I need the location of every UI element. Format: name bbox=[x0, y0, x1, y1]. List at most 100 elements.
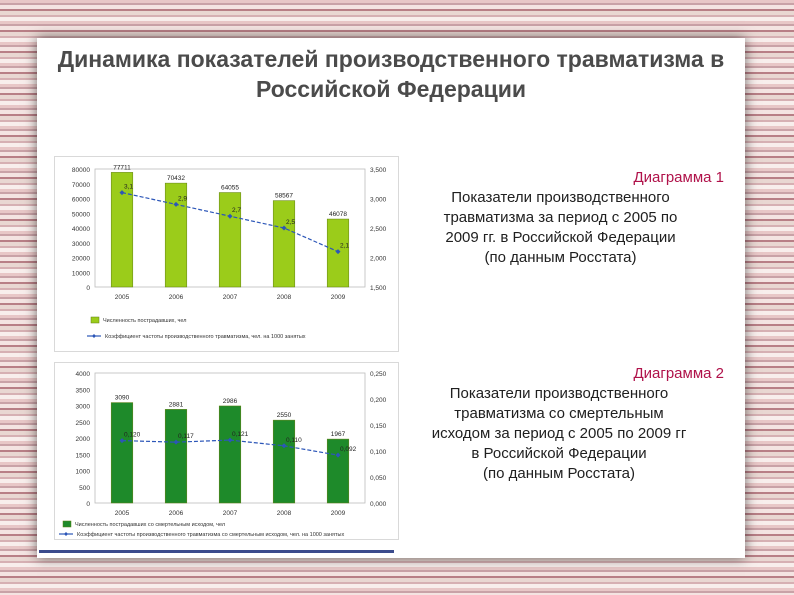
bar bbox=[326, 438, 350, 504]
line-data-label: 2,9 bbox=[178, 195, 187, 202]
line-point bbox=[173, 201, 179, 207]
legend-marker bbox=[64, 532, 68, 536]
caption-chart-2: Диаграмма 2 Показатели производственного… bbox=[394, 364, 724, 484]
caption-line: 2009 гг. в Российской Федерации bbox=[445, 229, 676, 246]
bar bbox=[218, 192, 242, 288]
line-point bbox=[119, 190, 125, 196]
y-tick-label: 70000 bbox=[72, 182, 90, 189]
line-data-label: 2,1 bbox=[340, 243, 349, 250]
bar bbox=[164, 182, 188, 288]
y-tick-label: 2500 bbox=[76, 420, 91, 427]
y2-tick-label: 0,000 bbox=[370, 501, 387, 508]
caption-line: (по данным Росстата) bbox=[483, 465, 635, 482]
line-point bbox=[119, 438, 125, 444]
line-point bbox=[227, 437, 233, 443]
line-point bbox=[335, 249, 341, 255]
x-tick-label: 2009 bbox=[331, 510, 346, 517]
bar-data-label: 3090 bbox=[115, 395, 130, 402]
y2-tick-label: 0,100 bbox=[370, 449, 387, 456]
bar-data-label: 2986 bbox=[223, 398, 238, 405]
bar bbox=[164, 409, 188, 504]
y2-tick-label: 3,000 bbox=[370, 197, 387, 204]
page-title: Динамика показателей производственного т… bbox=[57, 46, 725, 102]
slide: Динамика показателей производственного т… bbox=[37, 38, 745, 558]
chart-injuries-svg: 80000 70000 60000 50000 40000 30000 20000 10000… bbox=[72, 164, 387, 340]
x-tick-label: 2005 bbox=[115, 510, 130, 517]
bar bbox=[110, 172, 134, 288]
y-tick-label: 1500 bbox=[76, 452, 91, 459]
line-data-label: 0,092 bbox=[340, 446, 357, 453]
line-point bbox=[227, 213, 233, 219]
caption-line: Показатели производственного bbox=[449, 385, 669, 402]
y-tick-label: 30000 bbox=[72, 241, 90, 248]
y-tick-label: 80000 bbox=[72, 167, 90, 174]
legend-swatch-bars bbox=[90, 316, 100, 324]
y-tick-label: 500 bbox=[79, 485, 90, 492]
y2-tick-label: 0,150 bbox=[370, 423, 387, 430]
line-point bbox=[281, 225, 287, 231]
x-tick-label: 2005 bbox=[115, 294, 130, 301]
y2-tick-label: 3,500 bbox=[370, 167, 387, 174]
y2-tick-label: 2,000 bbox=[370, 256, 387, 263]
caption-heading: Диаграмма 1 bbox=[633, 169, 724, 186]
x-tick-label: 2006 bbox=[169, 294, 184, 301]
y-tick-label: 60000 bbox=[72, 197, 90, 204]
caption-line: травматизма за период с 2005 по bbox=[443, 209, 678, 226]
y2-tick-label: 2,500 bbox=[370, 226, 387, 233]
caption-line: в Российской Федерации bbox=[471, 445, 647, 462]
divider bbox=[39, 550, 394, 553]
legend-label: Численность пострадавших со смертельным … bbox=[75, 522, 225, 528]
bar-data-label: 46078 bbox=[329, 211, 347, 218]
legend-marker bbox=[92, 334, 96, 338]
bar-data-label: 1967 bbox=[331, 431, 346, 438]
x-tick-label: 2006 bbox=[169, 510, 184, 517]
legend-swatch-bars bbox=[62, 520, 72, 528]
legend-label: Численность пострадавших, чел bbox=[103, 318, 186, 324]
bar-data-label: 70432 bbox=[167, 175, 185, 182]
y-tick-label: 0 bbox=[86, 501, 90, 508]
line-point bbox=[335, 452, 341, 458]
legend-label: Коэффициент частоты производственного тр… bbox=[105, 334, 306, 340]
y-tick-label: 0 bbox=[86, 285, 90, 292]
x-tick-label: 2007 bbox=[223, 294, 238, 301]
bar-data-label: 2550 bbox=[277, 412, 292, 419]
line-data-label: 2,5 bbox=[286, 219, 295, 226]
caption-chart-1: Диаграмма 1 Показатели производственного… bbox=[397, 168, 724, 268]
y-tick-label: 10000 bbox=[72, 270, 90, 277]
chart-injuries: 80000 70000 60000 50000 40000 30000 20000 10000… bbox=[54, 156, 399, 352]
line-data-label: 0,110 bbox=[286, 437, 302, 444]
line-data-label: 2,7 bbox=[232, 207, 241, 214]
y2-tick-label: 0,050 bbox=[370, 475, 387, 482]
bar bbox=[218, 405, 242, 504]
bar bbox=[110, 402, 134, 504]
line-data-label: 3,1 bbox=[124, 184, 133, 191]
bar bbox=[272, 419, 296, 504]
chart-fatal-injuries-svg: 4000 3500 3000 2500 2000 1500 1000 500 0 0,250 0,2… bbox=[59, 371, 387, 538]
caption-line: (по данным Росстата) bbox=[484, 249, 637, 266]
x-tick-label: 2009 bbox=[331, 294, 346, 301]
line-data-label: 0,117 bbox=[178, 433, 194, 440]
x-tick-label: 2007 bbox=[223, 510, 238, 517]
x-tick-label: 2008 bbox=[277, 510, 292, 517]
bar-data-label: 77711 bbox=[113, 164, 131, 171]
line-point bbox=[281, 443, 287, 449]
y2-tick-label: 0,200 bbox=[370, 397, 387, 404]
bar-data-label: 64055 bbox=[221, 185, 239, 192]
chart-fatal-injuries: 4000 3500 3000 2500 2000 1500 1000 500 0 0,250 0,2… bbox=[54, 362, 399, 540]
y2-tick-label: 0,250 bbox=[370, 371, 387, 378]
bar-data-label: 58567 bbox=[275, 193, 293, 200]
y-tick-label: 20000 bbox=[72, 256, 90, 263]
y-tick-label: 3500 bbox=[76, 387, 91, 394]
y2-tick-label: 1,500 bbox=[370, 285, 387, 292]
x-tick-label: 2008 bbox=[277, 294, 292, 301]
y-tick-label: 3000 bbox=[76, 404, 91, 411]
legend-label: Коэффициент частоты производственного тр… bbox=[77, 532, 344, 538]
line-data-label: 0,120 bbox=[124, 432, 141, 439]
y-tick-label: 2000 bbox=[76, 436, 91, 443]
caption-line: Показатели производственного bbox=[451, 189, 670, 206]
caption-line: исходом за период с 2005 по 2009 гг bbox=[431, 425, 687, 442]
y-tick-label: 50000 bbox=[72, 211, 90, 218]
line-data-label: 0,121 bbox=[232, 431, 249, 438]
y-tick-label: 1000 bbox=[76, 469, 91, 476]
line-point bbox=[173, 439, 179, 445]
